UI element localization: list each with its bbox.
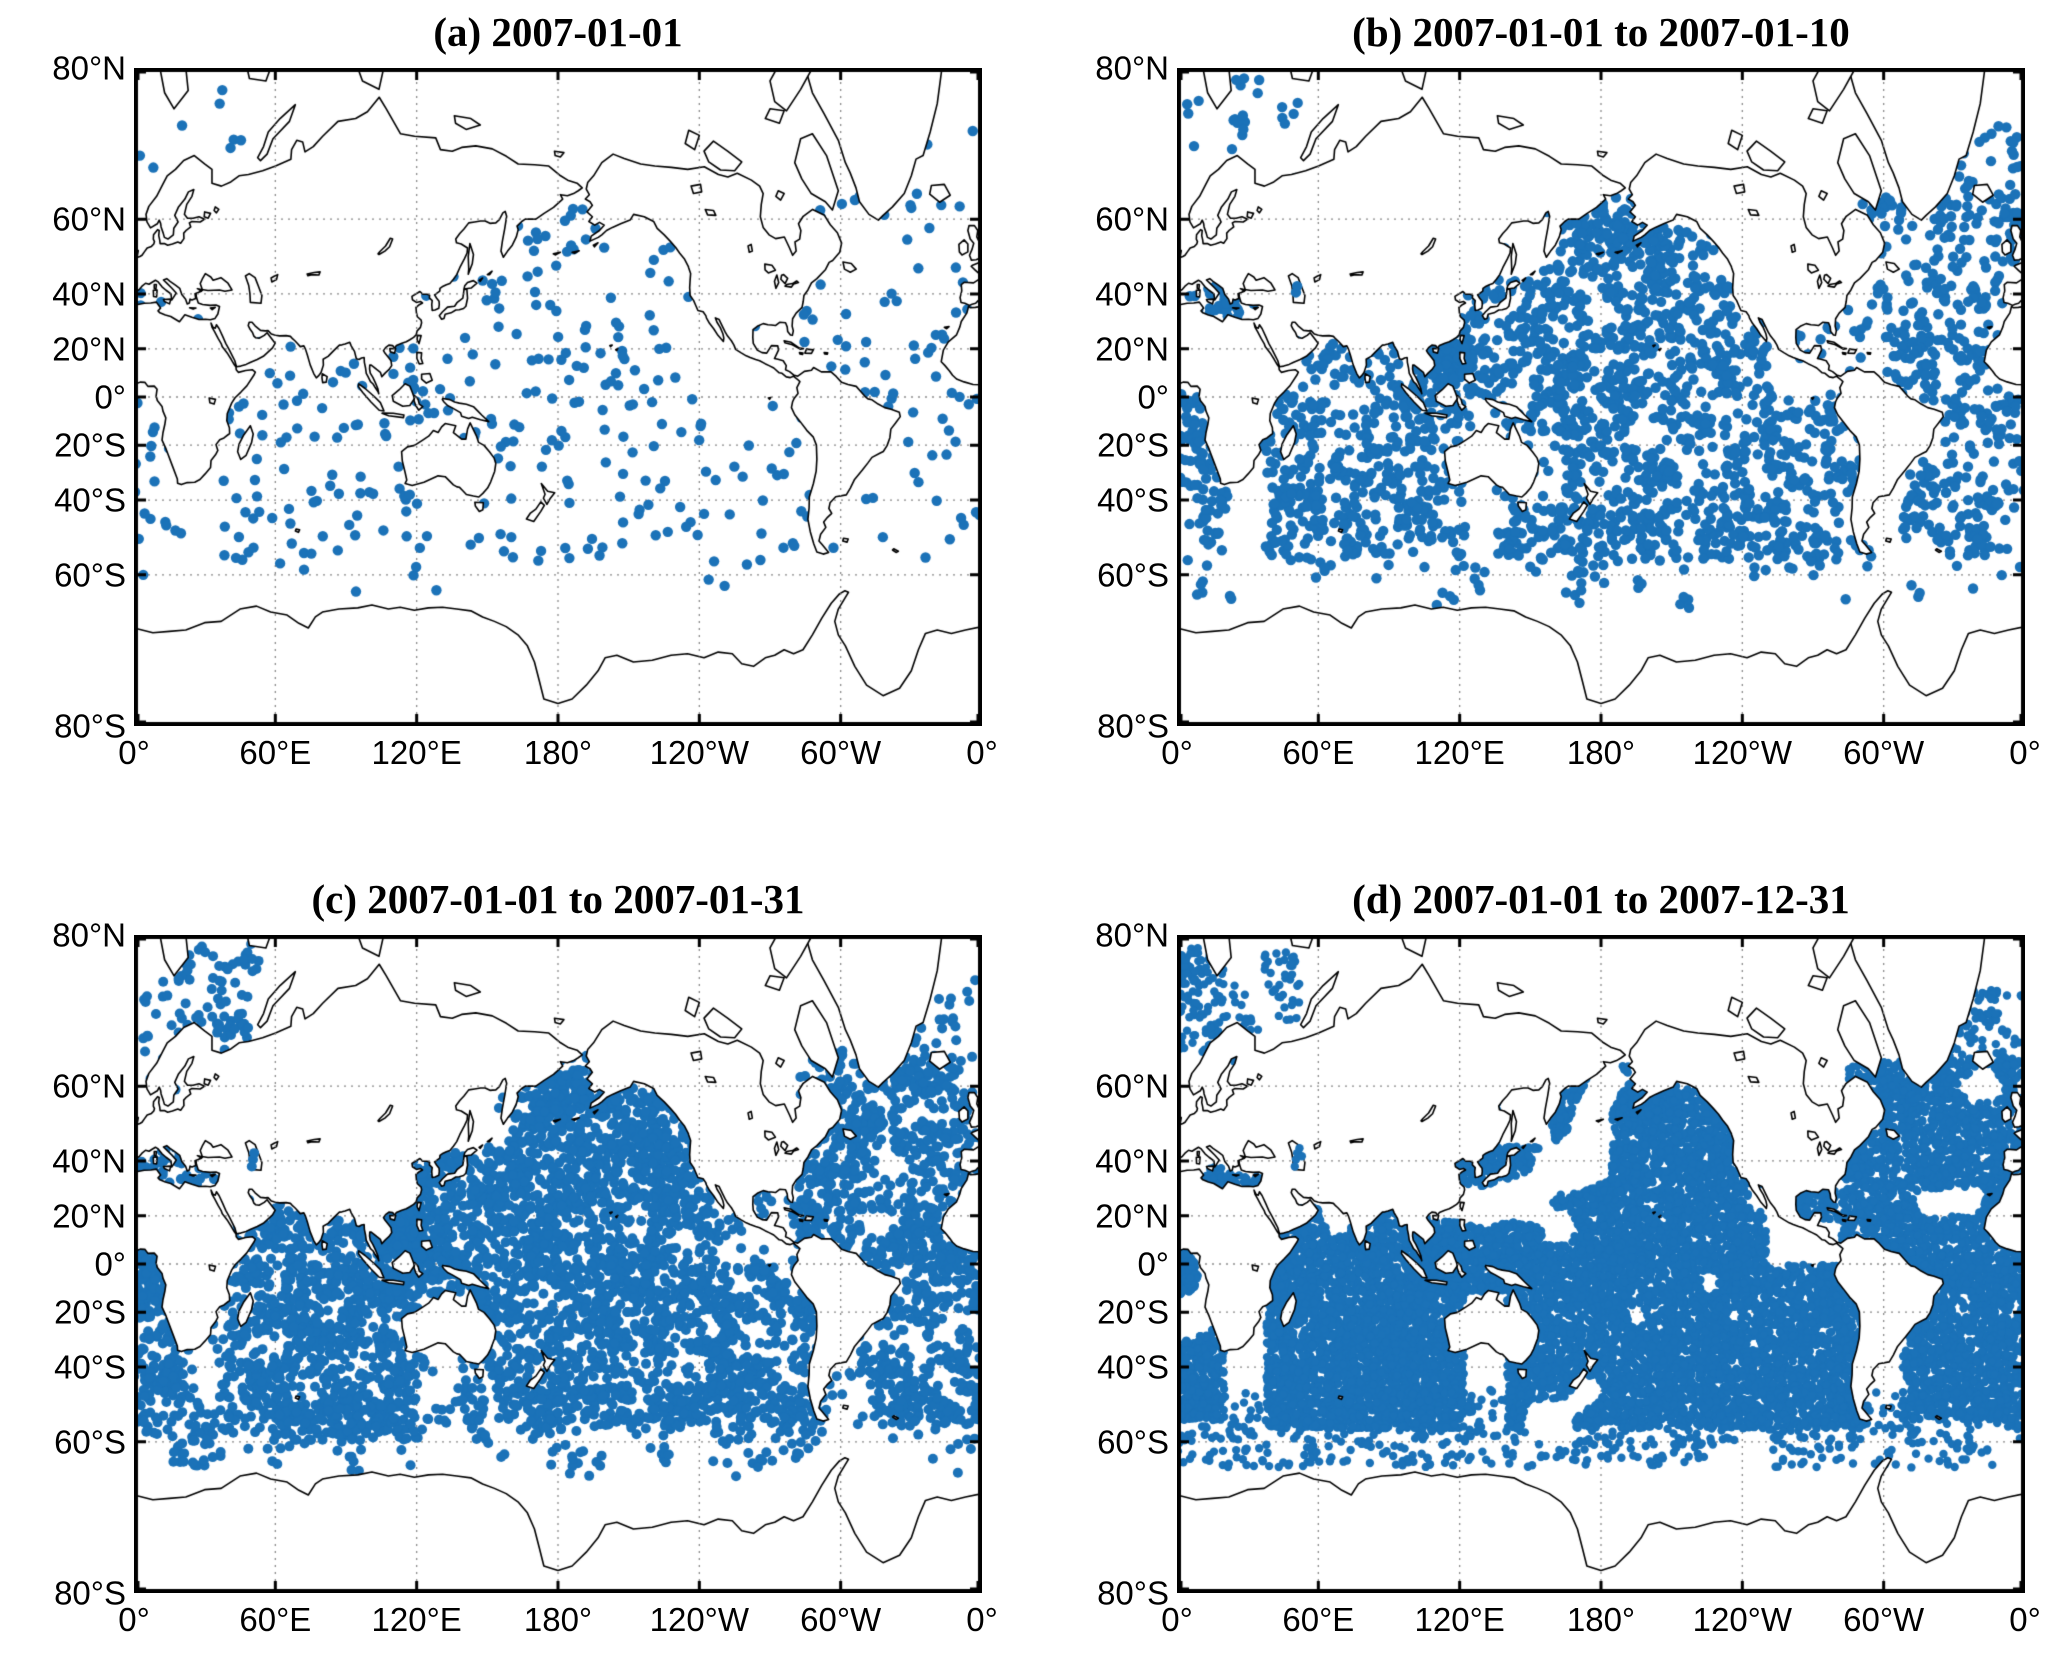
lat-tick-label-d-80S: 80°S	[1097, 1574, 1169, 1612]
map-panel-d	[1177, 935, 2025, 1593]
lat-tick-label-d-0: 0°	[1137, 1245, 1169, 1283]
lat-tick-label-c-80S: 80°S	[54, 1574, 126, 1612]
panel-d-title: (d) 2007-01-01 to 2007-12-31	[1352, 876, 1850, 922]
lon-tick-label-b-6: 0°	[2009, 734, 2041, 771]
lat-tick-label-c-40N: 40°N	[52, 1142, 126, 1180]
lat-tick-label-b-20N: 20°N	[1095, 330, 1169, 368]
lat-tick-label-c-20S: 20°S	[54, 1293, 126, 1331]
lon-tick-label-d-3: 180°	[1566, 1601, 1636, 1638]
lon-tick-label-d-6: 0°	[2009, 1601, 2041, 1638]
map-panel-a	[134, 68, 982, 726]
lat-tick-label-b-60N: 60°N	[1095, 200, 1169, 238]
lon-tick-label-b-2: 120°E	[1414, 734, 1505, 771]
map-panel-c	[134, 935, 982, 1593]
lon-tick-label-d-5: 60°W	[1843, 1601, 1925, 1638]
lon-tick-label-c-3: 180°	[523, 1601, 593, 1638]
lon-tick-label-d-4: 120°W	[1692, 1601, 1793, 1638]
lat-tick-label-d-40N: 40°N	[1095, 1142, 1169, 1180]
lon-tick-label-a-3: 180°	[523, 734, 593, 771]
lat-tick-label-c-60N: 60°N	[52, 1067, 126, 1105]
map-panel-b	[1177, 68, 2025, 726]
lon-tick-label-b-5: 60°W	[1843, 734, 1925, 771]
lat-tick-label-a-40S: 40°S	[54, 481, 126, 519]
lon-tick-label-b-3: 180°	[1566, 734, 1636, 771]
lat-tick-label-d-20N: 20°N	[1095, 1197, 1169, 1235]
map-canvas-a	[134, 68, 982, 726]
panel-c-title: (c) 2007-01-01 to 2007-01-31	[311, 876, 805, 922]
lon-tick-label-c-4: 120°W	[649, 1601, 750, 1638]
lat-tick-label-a-20N: 20°N	[52, 330, 126, 368]
lon-tick-label-a-4: 120°W	[649, 734, 750, 771]
lon-tick-label-a-2: 120°E	[371, 734, 462, 771]
lat-tick-label-d-60S: 60°S	[1097, 1423, 1169, 1461]
map-canvas-d	[1177, 935, 2025, 1593]
lat-tick-label-c-80N: 80°N	[52, 916, 126, 954]
lat-tick-label-d-80N: 80°N	[1095, 916, 1169, 954]
lat-tick-label-d-40S: 40°S	[1097, 1348, 1169, 1386]
lon-tick-label-c-1: 60°E	[239, 1601, 312, 1638]
lat-tick-label-b-20S: 20°S	[1097, 426, 1169, 464]
lat-tick-label-d-60N: 60°N	[1095, 1067, 1169, 1105]
lon-tick-label-c-6: 0°	[966, 1601, 998, 1638]
lon-tick-label-a-0: 0°	[118, 734, 150, 771]
lon-tick-label-b-4: 120°W	[1692, 734, 1793, 771]
lat-tick-label-a-0: 0°	[94, 378, 126, 416]
lat-tick-label-c-60S: 60°S	[54, 1423, 126, 1461]
lat-tick-label-a-60S: 60°S	[54, 556, 126, 594]
lat-tick-label-c-20N: 20°N	[52, 1197, 126, 1235]
lat-tick-label-d-20S: 20°S	[1097, 1293, 1169, 1331]
lon-tick-label-c-5: 60°W	[800, 1601, 882, 1638]
lon-tick-label-b-1: 60°E	[1282, 734, 1355, 771]
lat-tick-label-b-0: 0°	[1137, 378, 1169, 416]
lat-tick-label-a-40N: 40°N	[52, 275, 126, 313]
lat-tick-label-b-40N: 40°N	[1095, 275, 1169, 313]
lat-tick-label-c-0: 0°	[94, 1245, 126, 1283]
panel-b-title: (b) 2007-01-01 to 2007-01-10	[1352, 9, 1850, 55]
lon-tick-label-c-2: 120°E	[371, 1601, 462, 1638]
lat-tick-label-b-40S: 40°S	[1097, 481, 1169, 519]
lat-tick-label-b-60S: 60°S	[1097, 556, 1169, 594]
lat-tick-label-a-20S: 20°S	[54, 426, 126, 464]
lon-tick-label-c-0: 0°	[118, 1601, 150, 1638]
lat-tick-label-b-80N: 80°N	[1095, 49, 1169, 87]
lon-tick-label-d-0: 0°	[1161, 1601, 1193, 1638]
lon-tick-label-a-5: 60°W	[800, 734, 882, 771]
lat-tick-label-a-80N: 80°N	[52, 49, 126, 87]
map-canvas-b	[1177, 68, 2025, 726]
lat-tick-label-c-40S: 40°S	[54, 1348, 126, 1386]
lon-tick-label-d-2: 120°E	[1414, 1601, 1505, 1638]
lon-tick-label-a-6: 0°	[966, 734, 998, 771]
lat-tick-label-b-80S: 80°S	[1097, 707, 1169, 745]
lon-tick-label-d-1: 60°E	[1282, 1601, 1355, 1638]
lon-tick-label-a-1: 60°E	[239, 734, 312, 771]
panel-a-title: (a) 2007-01-01	[433, 9, 683, 55]
lat-tick-label-a-80S: 80°S	[54, 707, 126, 745]
map-canvas-c	[134, 935, 982, 1593]
lon-tick-label-b-0: 0°	[1161, 734, 1193, 771]
lat-tick-label-a-60N: 60°N	[52, 200, 126, 238]
